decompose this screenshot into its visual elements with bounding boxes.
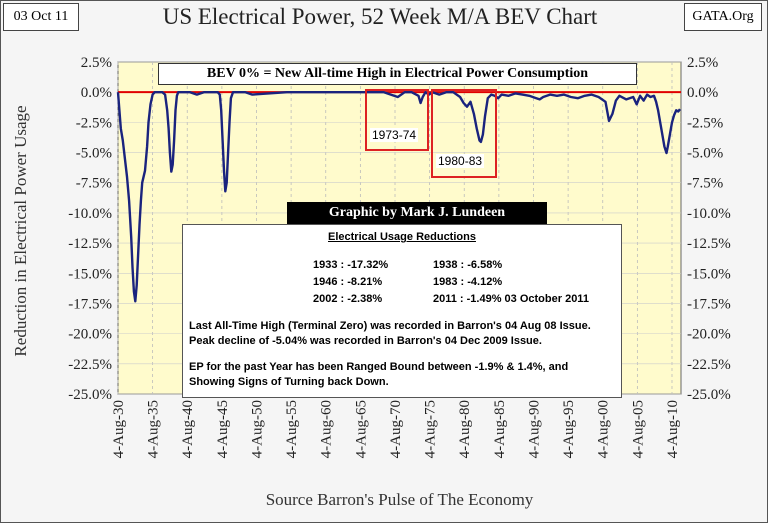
x-tick-label: 4-Aug-30 [111, 400, 127, 458]
y-tick-label-left: 2.5% [81, 55, 112, 71]
info-panel: Electrical Usage Reductions 1933 : -17.3… [182, 224, 622, 398]
x-tick-label: 4-Aug-40 [180, 400, 196, 458]
x-tick-label: 4-Aug-05 [630, 400, 646, 458]
x-tick-label: 4-Aug-65 [353, 400, 369, 458]
x-tick-label: 4-Aug-60 [319, 400, 335, 458]
y-tick-label-right: -17.5% [687, 296, 731, 312]
x-tick-label: 4-Aug-70 [388, 400, 404, 458]
x-tick-label: 4-Aug-90 [526, 400, 542, 458]
y-tick-label-right: 0.0% [687, 85, 718, 101]
annotation-box-1980 [431, 89, 497, 178]
info-note-2: EP for the past Year has been Ranged Bou… [189, 361, 569, 388]
y-tick-label-right: -15.0% [687, 266, 731, 282]
x-ticks: 4-Aug-30 4-Aug-35 4-Aug-40 4-Aug-45 4-Aug-50… [111, 400, 681, 458]
x-tick-label: 4-Aug-10 [665, 400, 681, 458]
y-tick-label-left: -2.5% [76, 115, 112, 131]
chart-title: US Electrical Power, 52 Week M/A BEV Cha… [162, 4, 598, 29]
y-tick-label-right: -2.5% [687, 115, 723, 131]
info-row-right: 2011 : -1.49% 03 October 2011 [433, 293, 589, 305]
y-tick-label-left: 0.0% [81, 85, 112, 101]
info-row-right: 1983 : -4.12% [433, 276, 503, 288]
y-tick-label-left: -17.5% [68, 296, 112, 312]
y-tick-label-right: -5.0% [687, 146, 723, 162]
info-row-left: 2002 : -2.38% [313, 293, 383, 305]
y-tick-label-right: -20.0% [687, 327, 731, 343]
y-tick-label-right: 2.5% [687, 55, 718, 71]
x-tick-label: 4-Aug-35 [146, 400, 162, 458]
y-tick-label-left: -25.0% [68, 387, 112, 403]
y-tick-label-right: -12.5% [687, 236, 731, 252]
y-tick-label-right: -22.5% [687, 357, 731, 373]
y-tick-label-left: -12.5% [68, 236, 112, 252]
annotation-label-1973: 1973-74 [370, 128, 419, 142]
y-ticks-left: 2.5% 0.0% -2.5% -5.0% -7.5% -10.0% -12.5% -15.0… [68, 55, 112, 403]
y-tick-label-left: -22.5% [68, 357, 112, 373]
x-tick-label: 4-Aug-80 [457, 400, 473, 458]
site-label: GATA.Org [684, 3, 762, 31]
date-label: 03 Oct 11 [3, 3, 79, 31]
info-row-left: 1946 : -8.21% [313, 276, 383, 288]
y-tick-label-right: -10.0% [687, 206, 731, 222]
x-axis-label: Source Barron's Pulse of The Economy [265, 490, 534, 509]
x-tick-label: 4-Aug-55 [284, 400, 300, 458]
credit-banner: Graphic by Mark J. Lundeen [287, 202, 547, 224]
x-tick-label: 4-Aug-45 [215, 400, 231, 458]
y-tick-label-left: -7.5% [76, 176, 112, 192]
y-tick-label-right: -7.5% [687, 176, 723, 192]
x-tick-label: 4-Aug-95 [561, 400, 577, 458]
y-tick-label-left: -5.0% [76, 146, 112, 162]
y-tick-label-left: -15.0% [68, 266, 112, 282]
info-row-left: 1933 : -17.32% [313, 259, 389, 271]
x-tick-label: 4-Aug-00 [596, 400, 612, 458]
annotation-box-1973 [365, 89, 429, 151]
info-note-1: Last All-Time High (Terminal Zero) was r… [189, 320, 591, 347]
x-tick-label: 4-Aug-85 [492, 400, 508, 458]
x-tick-label: 4-Aug-50 [249, 400, 265, 458]
y-ticks-right: 2.5% 0.0% -2.5% -5.0% -7.5% -10.0% -12.5% -15.0… [687, 55, 731, 403]
annotation-label-1980: 1980-83 [436, 154, 485, 168]
info-heading: Electrical Usage Reductions [328, 231, 476, 243]
info-row-right: 1938 : -6.58% [433, 259, 503, 271]
bev-series-line [116, 91, 681, 303]
y-tick-label-left: -10.0% [68, 206, 112, 222]
y-tick-label-left: -20.0% [68, 327, 112, 343]
x-tick-label: 4-Aug-75 [423, 400, 439, 458]
bev-banner: BEV 0% = New All-time High in Electrical… [158, 63, 637, 85]
y-tick-label-right: -25.0% [687, 387, 731, 403]
